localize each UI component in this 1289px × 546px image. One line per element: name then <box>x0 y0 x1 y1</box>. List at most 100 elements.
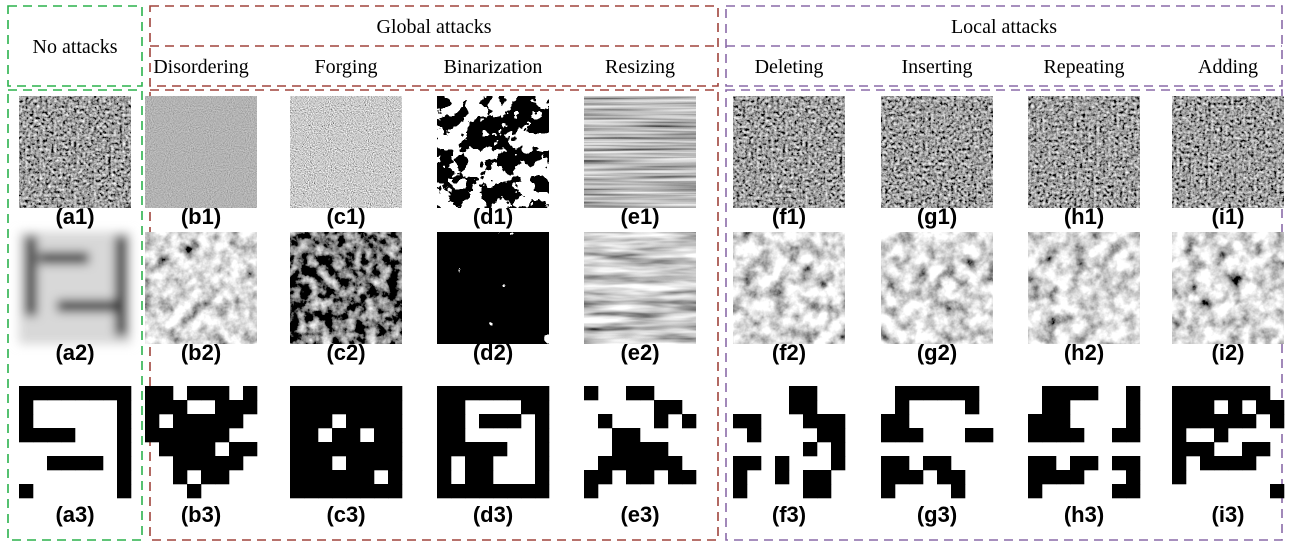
binary-cell <box>479 414 493 428</box>
caption: (i1) <box>1212 204 1245 229</box>
binary-cell <box>437 414 451 428</box>
column-header: Repeating <box>1043 56 1124 78</box>
binary-cell <box>145 400 159 414</box>
binary-cell <box>1056 414 1070 428</box>
binary-cell <box>1214 414 1228 428</box>
binary-cell <box>243 386 257 400</box>
binary-cell <box>507 386 521 400</box>
binary-cell <box>895 386 909 400</box>
binary-cell <box>1042 386 1056 400</box>
binary-cell <box>1056 400 1070 414</box>
image-texture <box>1028 96 1140 208</box>
binary-cell <box>1200 386 1214 400</box>
binary-cell <box>388 470 402 484</box>
binary-cell <box>507 484 521 498</box>
binary-cell <box>290 400 304 414</box>
binary-cell <box>909 428 923 442</box>
binary-cell <box>332 428 346 442</box>
binary-cell <box>1270 414 1284 428</box>
binary-cell <box>360 484 374 498</box>
binary-cell <box>521 400 535 414</box>
binary-cell <box>117 386 131 400</box>
image-texture <box>1172 96 1284 208</box>
binary-cell <box>733 456 747 470</box>
binary-cell <box>117 400 131 414</box>
binary-cell <box>1172 470 1186 484</box>
binary-cell <box>451 414 465 428</box>
caption: (e3) <box>620 502 659 527</box>
binary-cell <box>1172 456 1186 470</box>
binary-cell <box>243 400 257 414</box>
binary-cell <box>951 470 965 484</box>
binary-cell <box>1042 414 1056 428</box>
binary-cell <box>374 386 388 400</box>
binary-cell <box>465 442 479 456</box>
caption: (d1) <box>473 204 513 229</box>
binary-cell <box>923 386 937 400</box>
image-stroke <box>57 300 117 312</box>
binary-cell <box>1214 428 1228 442</box>
binary-cell <box>598 414 612 428</box>
binary-cell <box>1256 400 1270 414</box>
binary-cell <box>1042 456 1056 470</box>
caption: (a3) <box>55 502 94 527</box>
binary-cell <box>1214 456 1228 470</box>
binary-cell <box>451 428 465 442</box>
binary-cell <box>1042 400 1056 414</box>
binary-cell <box>159 400 173 414</box>
binary-cell <box>360 414 374 428</box>
binary-cell <box>1186 400 1200 414</box>
binary-cell <box>388 442 402 456</box>
binary-cell <box>1186 414 1200 428</box>
binary-cell <box>1200 442 1214 456</box>
binary-cell <box>1126 386 1140 400</box>
column-header: Forging <box>315 56 378 78</box>
binary-cell <box>1256 442 1270 456</box>
binary-cell <box>895 428 909 442</box>
binary-cell <box>979 428 993 442</box>
binary-cell <box>1172 428 1186 442</box>
figure: No attacks Global attacks Local attacks … <box>0 0 1289 546</box>
binary-cell <box>733 414 747 428</box>
binary-cell <box>937 456 951 470</box>
binary-cell <box>747 414 761 428</box>
binary-cell <box>598 456 612 470</box>
binary-cell <box>1200 400 1214 414</box>
binary-cell <box>479 386 493 400</box>
binary-cell <box>831 456 845 470</box>
binary-cell <box>1228 400 1242 414</box>
binary-cell <box>187 484 201 498</box>
binary-cell <box>1126 400 1140 414</box>
binary-cell <box>117 456 131 470</box>
binary-cell <box>187 386 201 400</box>
binary-cell <box>881 428 895 442</box>
binary-cell <box>626 442 640 456</box>
binary-cell <box>1228 456 1242 470</box>
binary-cell <box>1084 456 1098 470</box>
image-stroke <box>25 236 37 316</box>
image-texture <box>290 232 402 344</box>
binary-cell <box>479 470 493 484</box>
binary-cell <box>493 484 507 498</box>
binary-cell <box>493 386 507 400</box>
binary-cell <box>360 400 374 414</box>
binary-cell <box>521 484 535 498</box>
image-texture <box>19 96 131 208</box>
binary-cell <box>965 386 979 400</box>
binary-cell <box>1084 386 1098 400</box>
binary-cell <box>215 456 229 470</box>
binary-cell <box>1028 428 1042 442</box>
caption: (f3) <box>772 502 806 527</box>
binary-cell <box>346 386 360 400</box>
binary-cell <box>881 414 895 428</box>
binary-cell <box>881 456 895 470</box>
binary-cell <box>374 456 388 470</box>
binary-cell <box>19 428 33 442</box>
binary-cell <box>360 470 374 484</box>
binary-cell <box>304 414 318 428</box>
image-texture <box>1028 232 1140 344</box>
binary-cell <box>937 470 951 484</box>
binary-cell <box>346 414 360 428</box>
binary-cell <box>654 442 668 456</box>
binary-cell <box>159 442 173 456</box>
